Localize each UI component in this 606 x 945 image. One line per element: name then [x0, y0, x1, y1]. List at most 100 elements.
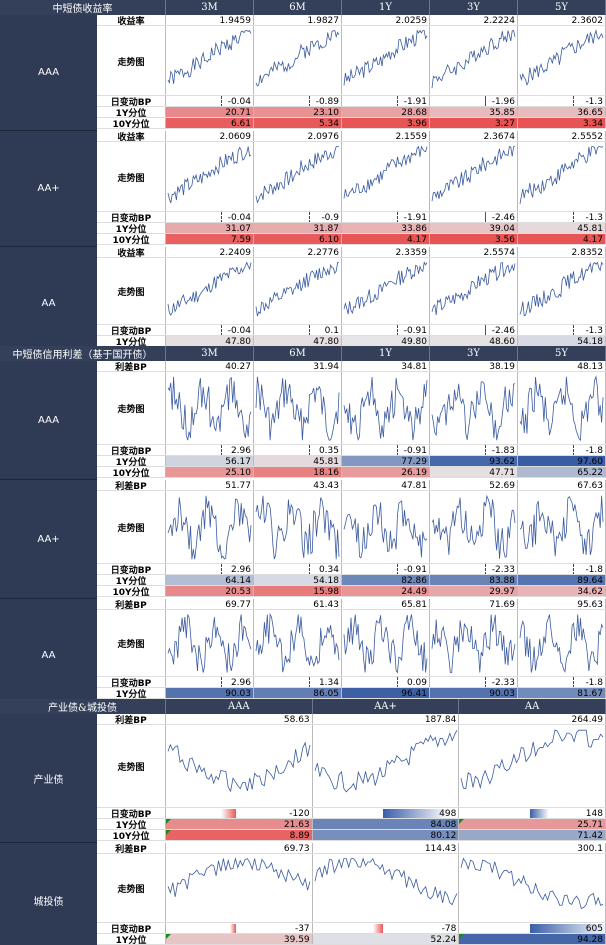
- value-cell: 58.63: [166, 714, 313, 725]
- row-label: 走势图: [97, 372, 166, 445]
- column-header: 6M: [254, 0, 342, 15]
- row-label: 10Y分位: [97, 467, 166, 478]
- row-divider: [97, 371, 606, 372]
- percentile-cell: 39.59: [166, 934, 313, 945]
- row-label: 日变动BP: [97, 325, 166, 336]
- percentile-cell: 18.16: [254, 467, 342, 478]
- row-label: 1Y分位: [97, 934, 166, 945]
- row-divider: [97, 444, 606, 445]
- flag-marker: [459, 819, 465, 824]
- zero-tick: [484, 564, 486, 575]
- daily-change-cell: -120: [166, 808, 313, 819]
- daily-change-cell: -0.9: [254, 212, 342, 223]
- daily-change-cell: -2.33: [430, 564, 518, 575]
- row-label: 1Y分位: [97, 456, 166, 467]
- value-cell: 2.2776: [254, 247, 342, 258]
- row-divider: [97, 818, 606, 819]
- daily-change-cell: 2.96: [166, 445, 254, 456]
- zero-tick: [484, 212, 486, 223]
- percentile-cell: 83.88: [430, 575, 518, 586]
- percentile-cell: 96.41: [342, 688, 430, 699]
- percentile-cell: 45.81: [254, 456, 342, 467]
- zero-tick: [396, 325, 398, 336]
- group-label: AAA: [0, 361, 97, 480]
- trend-sparkline: [254, 610, 342, 677]
- value-cell: 71.69: [430, 599, 518, 610]
- percentile-cell: 33.86: [342, 223, 430, 234]
- change-bar: [372, 924, 384, 933]
- daily-change-cell: 2.96: [166, 564, 254, 575]
- trend-sparkline: [166, 491, 254, 564]
- value-cell: 2.0976: [254, 131, 342, 142]
- trend-sparkline: [430, 491, 518, 564]
- percentile-cell: 8.89: [166, 830, 313, 841]
- value-cell: 2.0609: [166, 131, 254, 142]
- value-cell: 1.9827: [254, 15, 342, 26]
- section-title: 中短债信用利差（基于国开债）: [0, 346, 166, 361]
- row-divider: [97, 933, 606, 934]
- value-cell: 69.77: [166, 599, 254, 610]
- daily-change-cell: -1.91: [342, 96, 430, 107]
- zero-tick: [484, 677, 486, 688]
- change-bar: [529, 809, 550, 818]
- row-divider: [97, 106, 606, 107]
- row-divider: [97, 211, 606, 212]
- zero-tick: [308, 677, 310, 688]
- row-divider: [97, 222, 606, 223]
- percentile-cell: 49.80: [342, 336, 430, 347]
- zero-tick: [572, 445, 574, 456]
- trend-sparkline: [430, 26, 518, 96]
- column-header: AA: [459, 699, 606, 714]
- row-label: 走势图: [97, 725, 166, 808]
- column-header: 6M: [254, 346, 342, 361]
- section-title: 中短债收益率: [0, 0, 166, 15]
- row-label: 10Y分位: [97, 234, 166, 245]
- daily-change-cell: 0.35: [254, 445, 342, 456]
- trend-sparkline: [459, 854, 606, 923]
- trend-sparkline: [518, 142, 606, 212]
- value-cell: 114.43: [312, 843, 460, 854]
- group-label: AA+: [0, 131, 97, 247]
- value-cell: 34.81: [342, 361, 430, 372]
- trend-sparkline: [254, 372, 342, 445]
- trend-sparkline: [312, 725, 460, 808]
- row-label: 利差BP: [97, 480, 166, 491]
- daily-change-cell: -2.33: [430, 677, 518, 688]
- row-label: 利差BP: [97, 843, 166, 854]
- group-label: AAA: [0, 15, 97, 131]
- row-divider: [97, 117, 606, 118]
- column-header: 3M: [166, 346, 254, 361]
- percentile-cell: 31.87: [254, 223, 342, 234]
- column-header: AA+: [312, 699, 460, 714]
- row-label: 日变动BP: [97, 445, 166, 456]
- row-divider: [97, 335, 606, 336]
- row-label: 日变动BP: [97, 212, 166, 223]
- daily-change-cell: -37: [166, 923, 313, 934]
- row-divider: [97, 840, 606, 841]
- daily-change-cell: 0.1: [254, 325, 342, 336]
- row-label: 走势图: [97, 142, 166, 212]
- percentile-cell: 23.10: [254, 107, 342, 118]
- row-divider: [97, 25, 606, 26]
- row-label: 10Y分位: [97, 830, 166, 841]
- percentile-cell: 3.56: [430, 234, 518, 245]
- row-divider: [97, 95, 606, 96]
- row-label: 日变动BP: [97, 808, 166, 819]
- daily-change-cell: 2.96: [166, 677, 254, 688]
- percentile-cell: 80.12: [312, 830, 460, 841]
- zero-tick: [484, 445, 486, 456]
- percentile-cell: 47.71: [430, 467, 518, 478]
- trend-sparkline: [518, 258, 606, 325]
- value-cell: 52.69: [430, 480, 518, 491]
- row-divider: [97, 853, 606, 854]
- row-label: 10Y分位: [97, 586, 166, 597]
- zero-tick: [220, 325, 222, 336]
- zero-tick: [220, 212, 222, 223]
- zero-tick: [220, 677, 222, 688]
- value-cell: 38.19: [430, 361, 518, 372]
- value-cell: 2.1559: [342, 131, 430, 142]
- zero-tick: [308, 564, 310, 575]
- row-divider: [97, 807, 606, 808]
- value-cell: 1.9459: [166, 15, 254, 26]
- row-divider: [97, 324, 606, 325]
